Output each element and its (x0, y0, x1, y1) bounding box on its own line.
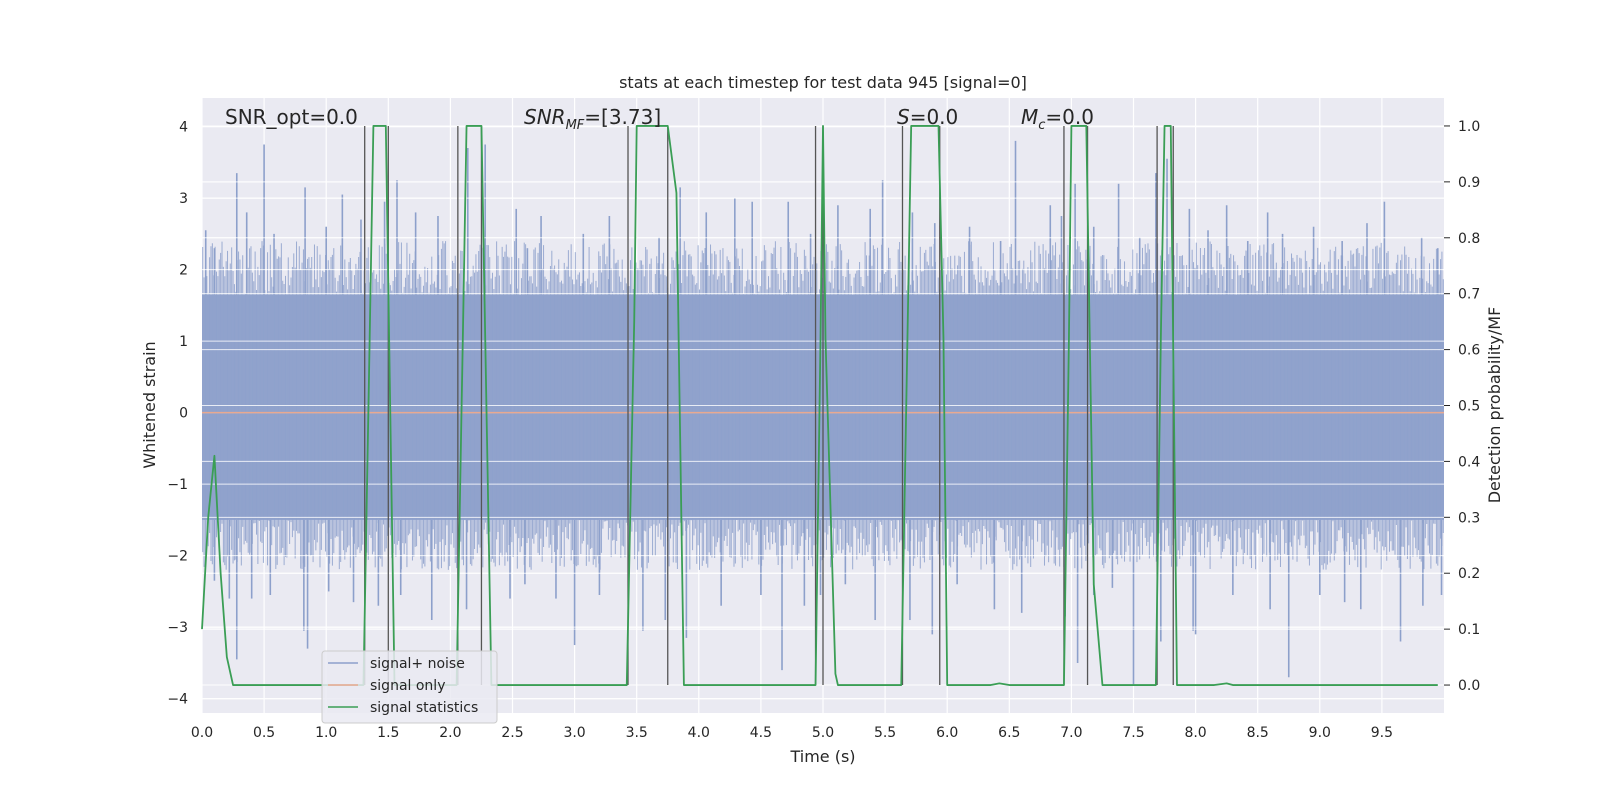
y-right-tick-label: 0.2 (1458, 566, 1480, 582)
x-tick-label: 5.0 (812, 725, 834, 741)
annotation-snr-mf-value: =[3.73] (584, 105, 661, 129)
y-left-tick-label: −2 (167, 549, 188, 565)
y-right-tick-label: 0.6 (1458, 343, 1480, 359)
x-tick-label: 4.0 (688, 725, 710, 741)
y-right-tick-label: 0.8 (1458, 231, 1480, 247)
x-tick-label: 9.0 (1309, 725, 1331, 741)
y-right-tick-label: 0.7 (1458, 287, 1480, 303)
y-left-tick-label: 4 (179, 120, 188, 136)
y-right-tick-label: 0.1 (1458, 622, 1480, 638)
annotation-snr-mf-base: SNR (524, 105, 566, 129)
x-tick-label: 3.5 (626, 725, 648, 741)
legend-label-statistics: signal statistics (370, 700, 478, 716)
y-left-tick-labels: −4 −3 −2 −1 0 1 2 3 4 (167, 120, 188, 708)
x-tick-label: 4.5 (750, 725, 772, 741)
statistics-series (201, 125, 1438, 686)
y-right-axis-label: Detection probability/MF (1485, 307, 1504, 504)
y-left-tick-label: 0 (179, 406, 188, 422)
x-tick-label: 7.5 (1122, 725, 1144, 741)
annotation-s: S=0.0 (897, 105, 958, 129)
x-axis-label: Time (s) (789, 747, 855, 766)
x-tick-label: 5.5 (874, 725, 896, 741)
annotation-mc-value: =0.0 (1045, 105, 1094, 129)
x-tick-labels: 0.0 0.5 1.0 1.5 2.0 2.5 3.0 3.5 4.0 4.5 5.0 5.5 6.0 6… (191, 725, 1393, 741)
annotation-mc-base: M (1021, 105, 1038, 129)
annotation-snr-mf-sub: MF (566, 118, 585, 133)
y-left-tick-label: −3 (167, 620, 188, 636)
y-right-tick-label: 0.0 (1458, 678, 1480, 694)
chart-title: stats at each timestep for test data 945… (619, 73, 1027, 92)
x-tick-label: 7.0 (1060, 725, 1082, 741)
x-tick-label: 3.0 (563, 725, 585, 741)
annotation-mc-sub: c (1038, 118, 1045, 133)
legend-label-noise: signal+ noise (370, 656, 465, 672)
x-tick-label: 0.0 (191, 725, 213, 741)
y-left-tick-label: −1 (167, 477, 188, 493)
annotation-mc: Mc=0.0 (1021, 105, 1094, 133)
y-right-tick-label: 0.4 (1458, 454, 1480, 470)
y-left-tick-label: 1 (179, 334, 188, 350)
annotation-s-base: S (897, 105, 910, 129)
y-left-tick-label: 2 (179, 263, 188, 279)
y-left-axis-label: Whitened strain (140, 341, 159, 468)
y-right-tick-label: 0.9 (1458, 175, 1480, 191)
statistics-line (201, 125, 1438, 686)
x-tick-label: 1.0 (315, 725, 337, 741)
legend-box (321, 650, 498, 724)
legend: signal+ noise signal only signal statist… (321, 650, 498, 724)
x-tick-label: 2.5 (501, 725, 523, 741)
y-right-tick-label: 0.5 (1458, 399, 1480, 415)
y-left-tick-label: −4 (167, 692, 188, 708)
annotation-snr-opt: SNR_opt=0.0 (225, 105, 358, 129)
y-right-tick-label: 0.3 (1458, 510, 1480, 526)
y-right-tick-labels: 0.0 0.1 0.2 0.3 0.4 0.5 0.6 0.7 0.8 0.9 1.0 (1444, 119, 1480, 694)
x-tick-label: 1.5 (377, 725, 399, 741)
x-tick-label: 0.5 (253, 725, 275, 741)
y-right-tick-label: 1.0 (1458, 119, 1480, 135)
x-tick-label: 2.0 (439, 725, 461, 741)
x-tick-label: 6.0 (936, 725, 958, 741)
x-tick-label: 8.5 (1247, 725, 1269, 741)
y-left-tick-label: 3 (179, 191, 188, 207)
x-tick-label: 8.0 (1184, 725, 1206, 741)
x-tick-label: 9.5 (1371, 725, 1393, 741)
legend-label-signal-only: signal only (370, 678, 445, 694)
annotation-snr-mf: SNRMF=[3.73] (524, 105, 661, 133)
x-tick-label: 6.5 (998, 725, 1020, 741)
annotation-s-value: =0.0 (910, 105, 959, 129)
